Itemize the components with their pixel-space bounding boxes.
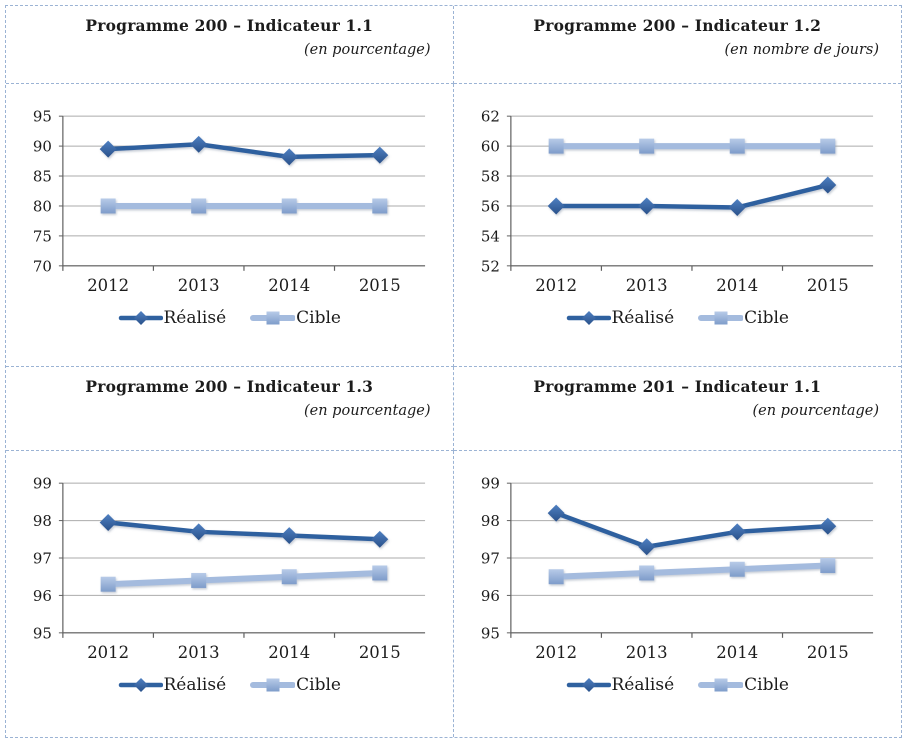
svg-text:75: 75 — [33, 227, 52, 245]
legend-item-realise: Réalisé — [118, 675, 227, 695]
chart-cell-2: 52 54 56 58 60 62 2012 2013 2014 2015 Réalisé Cib… — [453, 84, 902, 367]
chart-cell-3: 95 96 97 98 99 2012 2013 2014 2015 Réalisé Cible — [6, 451, 454, 737]
svg-text:2013: 2013 — [178, 643, 220, 662]
legend-realise-marker-icon — [118, 678, 163, 692]
svg-text:98: 98 — [480, 512, 499, 530]
svg-text:58: 58 — [480, 168, 499, 186]
svg-text:99: 99 — [480, 475, 499, 493]
svg-text:56: 56 — [480, 197, 499, 215]
legend-label-cible: Cible — [296, 675, 341, 695]
chart-legend-1: Réalisé Cible — [6, 308, 453, 328]
svg-text:70: 70 — [33, 257, 52, 275]
line-chart-1: 70 75 80 85 90 95 2012 2013 2014 2015 — [33, 108, 426, 295]
chart-subtitle-2: (en nombre de jours) — [724, 42, 879, 58]
legend-realise-marker-icon — [566, 311, 611, 325]
chart-title-cell-4: Programme 201 – Indicateur 1.1 (en pourc… — [453, 367, 901, 451]
legend-label-realise: Réalisé — [163, 675, 227, 695]
legend-label-cible: Cible — [744, 675, 789, 695]
legend-label-realise: Réalisé — [611, 308, 675, 328]
svg-text:2014: 2014 — [716, 643, 758, 662]
chart-legend-3: Réalisé Cible — [6, 675, 453, 695]
chart-title-4: Programme 201 – Indicateur 1.1 — [533, 377, 822, 396]
svg-text:98: 98 — [33, 512, 52, 530]
legend-item-cible: Cible — [698, 675, 789, 695]
legend-item-cible: Cible — [698, 308, 789, 328]
svg-text:2014: 2014 — [268, 643, 310, 662]
svg-text:96: 96 — [33, 587, 52, 605]
chart-title-1: Programme 200 – Indicateur 1.1 — [85, 16, 374, 35]
svg-text:97: 97 — [480, 549, 499, 567]
chart-cell-4: 95 96 97 98 99 2012 2013 2014 2015 Réalisé Cible — [454, 451, 902, 737]
svg-text:2013: 2013 — [178, 276, 220, 295]
legend-label-realise: Réalisé — [163, 308, 227, 328]
chart-title-2: Programme 200 – Indicateur 1.2 — [533, 16, 822, 35]
svg-text:96: 96 — [480, 587, 499, 605]
svg-text:2015: 2015 — [806, 643, 848, 662]
chart-title-cell-1: Programme 200 – Indicateur 1.1 (en pourc… — [6, 6, 454, 84]
legend-realise-marker-icon — [118, 311, 163, 325]
legend-label-realise: Réalisé — [611, 675, 675, 695]
chart-title-cell-2: Programme 200 – Indicateur 1.2 (en nombr… — [453, 6, 901, 84]
svg-text:90: 90 — [33, 138, 52, 156]
charts-grid: Programme 200 – Indicateur 1.1 (en pourc… — [5, 5, 902, 738]
svg-text:2015: 2015 — [806, 276, 848, 295]
svg-text:2015: 2015 — [359, 643, 401, 662]
svg-text:52: 52 — [480, 257, 499, 275]
chart-subtitle-3: (en pourcentage) — [304, 403, 431, 419]
chart-subtitle-1: (en pourcentage) — [304, 42, 431, 58]
legend-item-cible: Cible — [250, 675, 341, 695]
legend-cible-marker-icon — [698, 311, 744, 325]
svg-text:2012: 2012 — [87, 276, 129, 295]
line-chart-3: 95 96 97 98 99 2012 2013 2014 2015 — [33, 475, 426, 662]
chart-legend-2: Réalisé Cible — [454, 308, 902, 328]
legend-item-realise: Réalisé — [118, 308, 227, 328]
chart-cell-1: 70 75 80 85 90 95 2012 2013 2014 2015 Réalisé Cib… — [6, 84, 454, 367]
legend-label-cible: Cible — [296, 308, 341, 328]
legend-item-realise: Réalisé — [566, 675, 675, 695]
legend-realise-marker-icon — [566, 678, 611, 692]
svg-text:95: 95 — [33, 108, 52, 126]
legend-item-realise: Réalisé — [566, 308, 675, 328]
svg-text:2012: 2012 — [535, 276, 577, 295]
svg-text:62: 62 — [480, 108, 499, 126]
chart-subtitle-4: (en pourcentage) — [752, 403, 880, 419]
svg-text:95: 95 — [480, 624, 499, 642]
svg-text:2012: 2012 — [535, 643, 577, 662]
svg-text:95: 95 — [33, 624, 52, 642]
line-chart-4: 95 96 97 98 99 2012 2013 2014 2015 — [480, 475, 873, 662]
svg-text:2014: 2014 — [268, 276, 310, 295]
legend-label-cible: Cible — [744, 308, 789, 328]
legend-cible-marker-icon — [250, 311, 296, 325]
legend-item-cible: Cible — [250, 308, 341, 328]
line-chart-2: 52 54 56 58 60 62 2012 2013 2014 2015 — [480, 108, 873, 295]
svg-text:54: 54 — [480, 227, 499, 245]
svg-text:80: 80 — [33, 197, 52, 215]
svg-text:97: 97 — [33, 549, 52, 567]
svg-text:2013: 2013 — [625, 276, 667, 295]
svg-text:2012: 2012 — [87, 643, 129, 662]
svg-text:2013: 2013 — [625, 643, 667, 662]
legend-cible-marker-icon — [698, 678, 744, 692]
svg-text:2015: 2015 — [359, 276, 401, 295]
svg-text:85: 85 — [33, 168, 52, 186]
legend-cible-marker-icon — [250, 678, 296, 692]
svg-text:99: 99 — [33, 475, 52, 493]
chart-title-cell-3: Programme 200 – Indicateur 1.3 (en pourc… — [6, 367, 454, 451]
chart-legend-4: Réalisé Cible — [454, 675, 902, 695]
chart-title-3: Programme 200 – Indicateur 1.3 — [85, 377, 374, 396]
svg-text:60: 60 — [480, 138, 499, 156]
svg-text:2014: 2014 — [716, 276, 758, 295]
